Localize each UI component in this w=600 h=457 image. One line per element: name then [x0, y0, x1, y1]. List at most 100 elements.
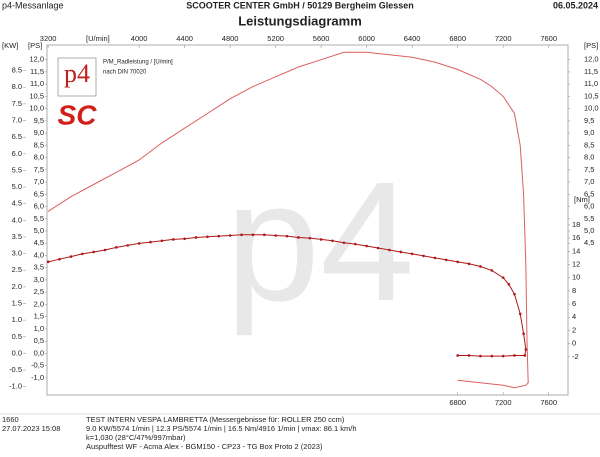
y-tick-label: -1,0: [31, 373, 44, 382]
y-tick-label: 6.5: [12, 132, 22, 141]
kw-axis-label: [KW]: [2, 41, 18, 50]
y-tick-label: 10,5: [29, 91, 44, 100]
y-tick-label: 7.5: [12, 99, 22, 108]
y-tick-label: 1,5: [34, 312, 44, 321]
y-tick-label: 6,0: [584, 202, 594, 211]
y-tick-label: 4,5: [34, 238, 44, 247]
y-tick-label: 9,0: [584, 128, 594, 137]
y-tick-label: 6,0: [34, 202, 44, 211]
data-point: [467, 262, 471, 266]
y-tick-label: 10: [572, 273, 580, 282]
data-point: [206, 235, 209, 239]
x-tick-label: 6000: [358, 34, 375, 43]
data-point: [69, 255, 73, 258]
header-center: SCOOTER CENTER GmbH / 50129 Bergheim Gle…: [186, 0, 414, 10]
data-point: [365, 244, 368, 248]
y-tick-label: 5,5: [584, 214, 594, 223]
data-point: [353, 242, 357, 246]
data-point: [331, 239, 334, 243]
y-tick-label: -0.5: [9, 365, 22, 374]
data-point: [285, 234, 289, 238]
chart-title: Leistungsdiagramm: [238, 13, 362, 28]
y-tick-label: 9,5: [34, 116, 44, 125]
x-tick-label: 5600: [313, 34, 330, 43]
data-point: [433, 256, 437, 260]
data-point: [501, 354, 505, 358]
y-tick-label: 5,5: [34, 214, 44, 223]
y-tick-label: 8,5: [584, 140, 594, 149]
y-tick-label: 7,0: [34, 177, 44, 186]
y-tick-label: 12,0: [29, 55, 44, 64]
data-point: [58, 257, 61, 261]
y-tick-label: -0,5: [31, 361, 44, 370]
x-tick-label: 7600: [540, 34, 557, 43]
data-point: [149, 240, 152, 244]
data-point: [518, 312, 522, 316]
x-tick-label: 5200: [267, 34, 284, 43]
y-tick-label: 0.5: [12, 332, 22, 341]
x-tick-label: 6800: [449, 34, 466, 43]
data-point: [308, 236, 312, 240]
data-point: [183, 237, 186, 241]
data-point: [297, 236, 300, 239]
y-tick-label: 6: [572, 299, 576, 308]
data-point: [410, 252, 414, 256]
data-point: [467, 354, 471, 357]
plot-frame: [46, 44, 569, 396]
y-tick-label: 10,5: [584, 91, 599, 100]
y2-axis-label: [Nm]: [574, 195, 590, 204]
data-point: [80, 252, 84, 256]
footer-id: 1660: [2, 415, 19, 424]
y-tick-label: 2: [572, 325, 576, 334]
x-tick-label: 7200: [495, 398, 512, 407]
data-point: [46, 260, 50, 264]
logo-sc: SC: [58, 99, 98, 130]
data-point: [490, 354, 494, 358]
x-tick-label: 7200: [495, 34, 512, 43]
data-point: [490, 269, 494, 272]
y-tick-label: 0,5: [34, 336, 44, 345]
y-tick-label: 7.0: [12, 116, 22, 125]
data-point: [240, 233, 243, 237]
y-tick-label: 3.0: [12, 249, 22, 258]
data-point: [160, 239, 164, 243]
data-point: [103, 248, 107, 252]
footer-line: TEST INTERN VESPA LAMBRETTA (Messergebni…: [86, 415, 345, 424]
x-tick-label: 4400: [176, 34, 193, 43]
y-tick-label: 2.0: [12, 282, 22, 291]
y-tick-label: 12,0: [584, 55, 599, 64]
y-right-axis-label: [PS]: [584, 41, 598, 50]
data-point: [171, 238, 175, 241]
header-left: p4-Messanlage: [2, 0, 64, 10]
y-tick-label: 11,0: [30, 79, 44, 88]
y-tick-label: 11,5: [584, 67, 598, 76]
footer-line: k=1,030 (28°C/47%/997mbar): [86, 433, 186, 442]
data-point: [262, 233, 266, 237]
data-point: [456, 354, 459, 357]
y-tick-label: 18: [572, 220, 580, 229]
y-tick-label: 7,0: [584, 177, 594, 186]
legend-text: nach DIN 70020: [103, 70, 147, 76]
data-point: [523, 354, 527, 357]
y-tick-label: 4.5: [12, 199, 22, 208]
x-tick-label: 4000: [131, 34, 148, 43]
header-date: 06.05.2024: [553, 0, 598, 10]
y-tick-label: 8,5: [34, 140, 44, 149]
data-point: [444, 258, 448, 262]
logo-p4: p4: [64, 59, 90, 88]
data-point: [137, 242, 141, 245]
y-tick-label: 6,5: [34, 189, 44, 198]
y-tick-label: 0,0: [34, 348, 44, 357]
series-line: [47, 51, 529, 389]
data-point: [513, 292, 516, 296]
data-point: [513, 354, 516, 357]
y-axis-label: [PS]: [28, 41, 42, 50]
y-tick-label: 3,5: [34, 263, 44, 272]
y-tick-label: 8,0: [34, 153, 44, 162]
x-tick-label: 4800: [222, 34, 239, 43]
y-tick-label: 5,0: [584, 226, 594, 235]
data-point: [522, 332, 525, 336]
y-tick-label: 12: [572, 259, 580, 268]
legend-text: P/M_Radleistung / [U/min]: [103, 60, 173, 66]
y-tick-label: -1.0: [9, 382, 22, 391]
